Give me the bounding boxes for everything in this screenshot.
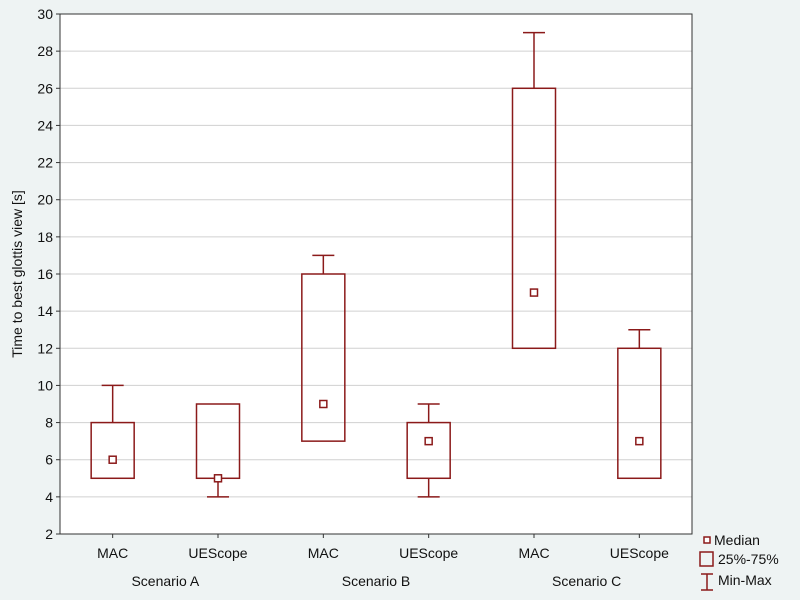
- median-marker: [108, 455, 117, 464]
- group-label: Scenario C: [552, 573, 621, 589]
- legend-median-symbol: [703, 536, 711, 544]
- x-tick-label: UEScope: [610, 545, 669, 561]
- iqr-box: [90, 421, 135, 480]
- x-tick-label: MAC: [518, 545, 549, 561]
- y-tick-label: 16: [37, 266, 53, 282]
- y-tick-label: 2: [45, 526, 53, 542]
- y-tick-label: 12: [37, 340, 53, 356]
- box-series: [90, 31, 662, 498]
- y-tick-label: 30: [37, 6, 53, 22]
- iqr-box: [301, 273, 346, 442]
- y-tick-label: 28: [37, 43, 53, 59]
- y-axis-label: Time to best glottis view [s]: [9, 190, 25, 358]
- median-marker: [529, 288, 539, 297]
- median-marker: [319, 399, 328, 409]
- legend-box-symbol: [699, 551, 714, 567]
- box-3: [301, 254, 346, 442]
- plot-frame: [59, 13, 693, 535]
- legend-median-label: Median: [714, 532, 760, 548]
- box-6: [617, 328, 662, 480]
- x-tick-label: MAC: [308, 545, 339, 561]
- legend-whisker-label: Min-Max: [718, 572, 772, 588]
- y-tick-label: 24: [37, 117, 53, 133]
- legend-whisker-symbol: [701, 573, 713, 591]
- x-tick-label: UEScope: [399, 545, 458, 561]
- legend: Median 25%-75% Min-Max: [699, 532, 779, 591]
- x-tick-label: UEScope: [188, 545, 247, 561]
- box-5: [511, 31, 557, 350]
- legend-box-label: 25%-75%: [718, 551, 779, 567]
- y-tick-label: 10: [37, 377, 53, 393]
- x-tick-label: MAC: [97, 545, 128, 561]
- box-4: [406, 403, 451, 498]
- iqr-box: [406, 421, 451, 480]
- group-label: Scenario B: [342, 573, 410, 589]
- y-tick-label: 8: [45, 415, 53, 431]
- box-2: [195, 403, 241, 498]
- y-tick-label: 26: [37, 80, 53, 96]
- box-1: [90, 384, 135, 480]
- median-marker: [213, 474, 223, 483]
- group-label: Scenario A: [131, 573, 199, 589]
- median-marker: [635, 436, 644, 446]
- y-tick-label: 14: [37, 303, 53, 319]
- y-tick-label: 18: [37, 229, 53, 245]
- y-tick-label: 4: [45, 489, 53, 505]
- y-tick-label: 20: [37, 192, 53, 208]
- median-marker: [424, 436, 433, 446]
- x-axis-ticks: MAC UEScope MAC UEScope MAC UEScope Scenario A…: [97, 534, 669, 589]
- grid-lines: [60, 50, 692, 498]
- iqr-box: [511, 87, 557, 350]
- y-tick-label: 22: [37, 155, 53, 171]
- y-tick-label: 6: [45, 452, 53, 468]
- iqr-box: [617, 347, 662, 480]
